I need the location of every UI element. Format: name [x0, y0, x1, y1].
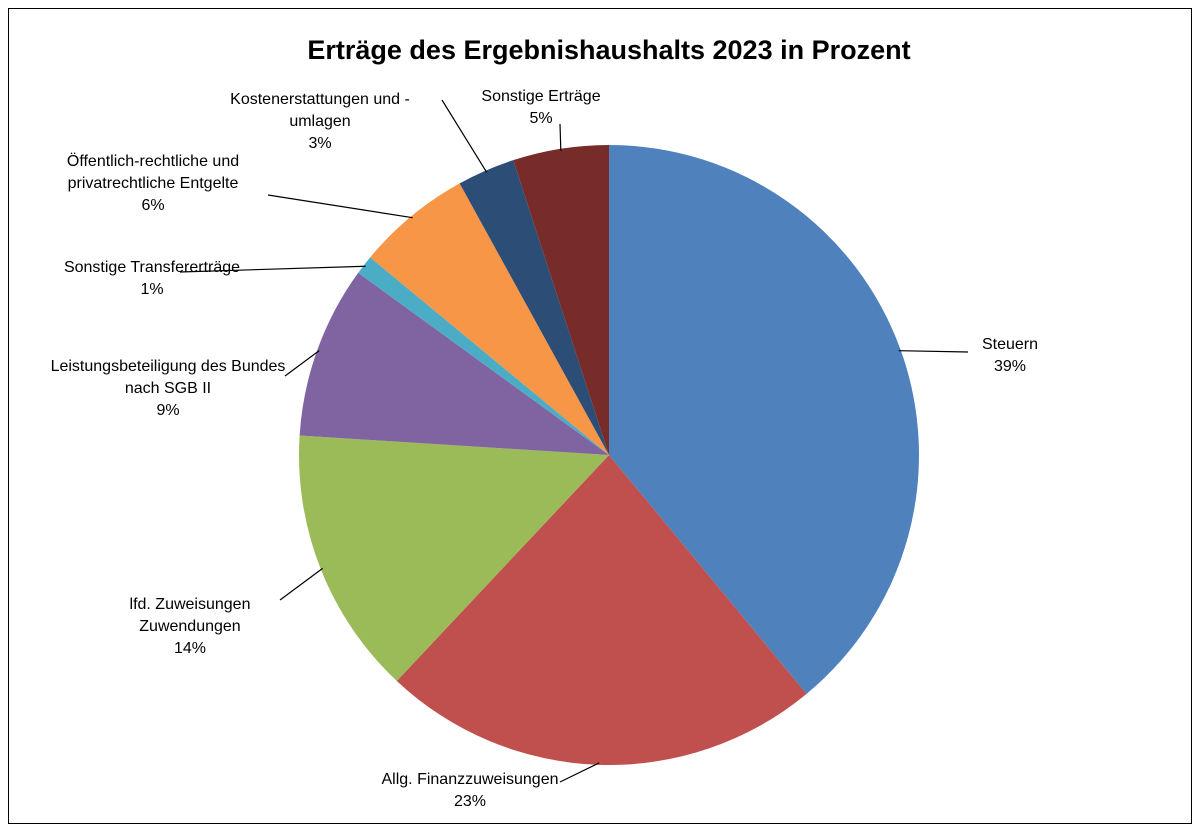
value-label: 5%	[529, 110, 553, 127]
leader-line	[441, 99, 488, 173]
value-label: 14%	[173, 640, 207, 657]
pie-slice	[299, 272, 609, 455]
value-label: 1%	[140, 281, 164, 298]
leader-line	[279, 567, 323, 601]
pie-slice	[459, 160, 609, 455]
category-label: Allg. Finanzzuweisungen	[381, 771, 559, 788]
category-label: Sonstige Erträge	[481, 88, 601, 105]
leader-line	[559, 123, 562, 151]
value-label: 6%	[141, 197, 165, 214]
slice-label: Allg. Finanzzuweisungen 23%	[340, 769, 600, 813]
chart-title: Erträge des Ergebnishaushalts 2023 in Pr…	[307, 35, 910, 65]
value-label: 39%	[993, 358, 1027, 375]
slice-label: Sonstige Transfererträge 1%	[32, 257, 272, 301]
pie-slice	[609, 145, 919, 694]
category-label: lfd. Zuweisungen Zuwendungen	[129, 596, 251, 635]
category-label: Öffentlich-rechtliche und privatrechtlic…	[66, 153, 240, 192]
leader-line	[559, 762, 600, 783]
pie-slice	[396, 455, 807, 766]
slice-label: Leistungsbeteiligung des Bundes nach SGB…	[48, 356, 288, 422]
leader-line	[898, 350, 969, 353]
slice-label: Sonstige Erträge 5%	[441, 86, 641, 130]
slice-label: Öffentlich-rechtliche und privatrechtlic…	[33, 151, 273, 217]
category-label: Sonstige Transfererträge	[63, 259, 241, 276]
value-label: 9%	[156, 402, 180, 419]
slice-label: Steuern 39%	[950, 334, 1070, 378]
slice-label: lfd. Zuweisungen Zuwendungen 14%	[105, 594, 275, 660]
pie-slice	[299, 435, 609, 681]
leader-line	[179, 265, 366, 273]
pie-slice	[358, 257, 609, 455]
category-label: Kostenerstattungen und -umlagen	[230, 91, 410, 130]
pie-slice	[370, 183, 609, 456]
leader-line	[284, 350, 320, 377]
slice-label: Kostenerstattungen und -umlagen 3%	[205, 89, 435, 155]
leader-line	[267, 194, 413, 219]
category-label: Steuern	[981, 336, 1039, 353]
value-label: 23%	[453, 793, 487, 810]
category-label: Leistungsbeteiligung des Bundes nach SGB…	[50, 358, 286, 397]
value-label: 3%	[308, 135, 332, 152]
pie-slice	[513, 145, 609, 455]
